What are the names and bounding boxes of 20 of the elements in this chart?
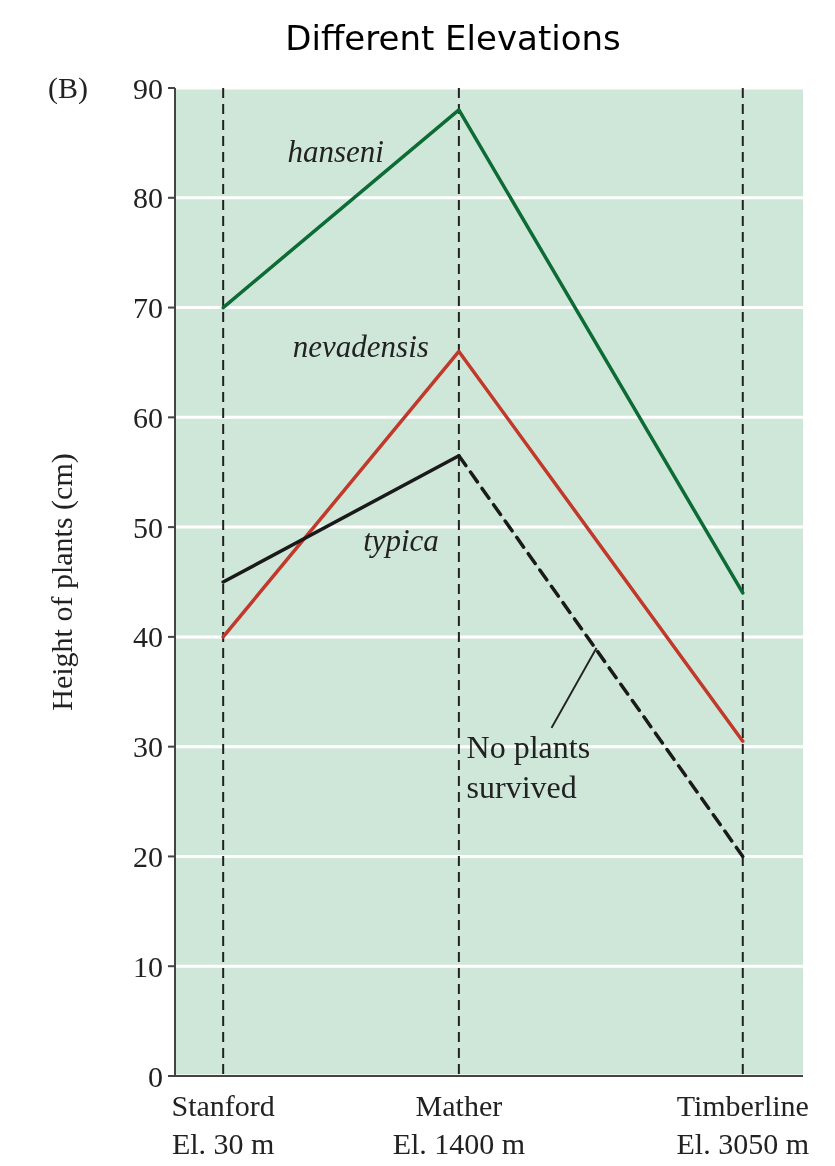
x-tick-label: Stanford El. 30 m: [171, 1089, 275, 1160]
x-tick-label: Mather El. 1400 m: [392, 1089, 526, 1160]
y-tick-label: 40: [133, 620, 163, 654]
annotation: No plants survived: [466, 728, 591, 805]
series-label: hanseni: [287, 133, 384, 169]
y-tick-label: 80: [133, 181, 163, 215]
y-tick-label: 50: [133, 510, 163, 544]
y-axis-title: Height of plants (cm): [45, 453, 79, 711]
y-tick-label: 20: [133, 839, 163, 873]
y-tick-label: 90: [133, 71, 163, 105]
chart-title: Different Elevations: [285, 18, 621, 58]
text: (B): [48, 71, 88, 105]
series-label: nevadensis: [292, 329, 429, 365]
series-label: typica: [363, 522, 439, 558]
y-tick-label: 0: [148, 1059, 163, 1093]
y-tick-label: 10: [133, 949, 163, 983]
y-tick-label: 70: [133, 291, 163, 325]
y-tick-label: 60: [133, 400, 163, 434]
x-tick-label: Timberline El. 3050 m: [676, 1089, 810, 1160]
y-tick-label: 30: [133, 730, 163, 764]
